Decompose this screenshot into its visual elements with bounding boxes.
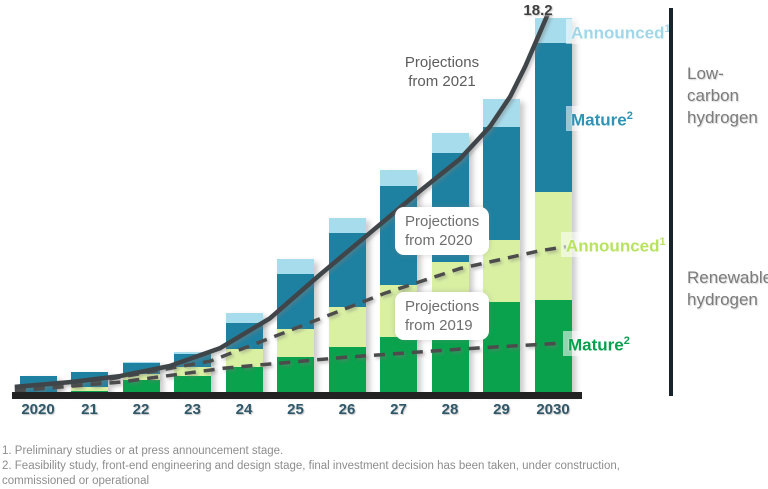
annotation-projections-2021-line2: from 2021 [408, 73, 476, 90]
legend-label-announced-renewable: Announced1 [561, 232, 671, 257]
bar-26-mature-renewable [328, 347, 366, 393]
bar-2020-mature-lowcarbon [19, 376, 57, 392]
bar-26 [328, 218, 366, 393]
bar-29-announced-lowcarbon [483, 99, 520, 127]
x-tick-21: 21 [81, 401, 98, 418]
bar-21-mature-lowcarbon [71, 372, 108, 387]
bar-24-mature-lowcarbon [225, 322, 263, 350]
x-tick-2030: 2030 [536, 401, 570, 418]
bar-2020 [19, 376, 57, 393]
footnote-2: 2. Feasibility study, front-end engineer… [2, 460, 620, 472]
bar-25-announced-lowcarbon [277, 259, 314, 274]
x-tick-26: 26 [338, 401, 356, 418]
bar-26-announced-lowcarbon [328, 218, 366, 234]
bar-23-mature-lowcarbon [174, 354, 211, 367]
bar-26-announced-renewable [328, 307, 366, 347]
x-tick-27: 27 [390, 401, 407, 418]
legend-label-announced-lowcarbon: Announced1 [566, 19, 676, 44]
annotation-projections-2019-line2: from 2019 [405, 317, 473, 334]
x-tick-28: 28 [441, 401, 459, 418]
legend-label-mature-lowcarbon: Mature2 [566, 106, 638, 131]
annotation-projections-2021-line1: Projections [404, 54, 480, 71]
footnotes: 1. Preliminary studies or at press annou… [2, 444, 702, 489]
group-label-low-carbon-hydrogen: Low- carbon hydrogen [683, 62, 762, 130]
bar-25 [277, 259, 314, 393]
footnote-1: 1. Preliminary studies or at press annou… [2, 445, 284, 457]
legend-mature-renewable-sup: 2 [623, 335, 630, 347]
legend-announced-lowcarbon-text: Announced [571, 23, 665, 43]
bar-27-mature-renewable [380, 336, 417, 393]
group-renewable-line1: Renewable [687, 268, 768, 287]
x-tick-25: 25 [287, 401, 304, 418]
bar-24 [225, 312, 263, 393]
x-tick-24: 24 [235, 401, 253, 418]
annotation-projections-2020-line1: Projections [405, 213, 480, 230]
legend-announced-renewable-text: Announced [566, 236, 660, 256]
bar-24-mature-renewable [225, 366, 263, 393]
bar-26-mature-lowcarbon [328, 233, 366, 308]
bar-22 [122, 361, 160, 393]
bar-24-announced-renewable [225, 349, 263, 367]
legend-mature-lowcarbon-text: Mature [571, 110, 627, 130]
x-axis-line [12, 392, 582, 399]
legend-mature-renewable-text: Mature [568, 335, 624, 355]
bar-25-announced-renewable [277, 329, 314, 358]
group-label-renewable-hydrogen: Renewable hydrogen [683, 266, 768, 312]
bar-27-announced-lowcarbon [380, 170, 417, 187]
bar-23-announced-renewable [174, 366, 211, 377]
legend-announced-renewable-sup: 1 [659, 236, 666, 248]
group-low-carbon-line1: Low- [687, 64, 724, 83]
bar-27 [380, 170, 417, 393]
bar-25-mature-lowcarbon [277, 273, 314, 330]
bar-22-mature-lowcarbon [122, 362, 160, 375]
group-low-carbon-line2: carbon [687, 86, 739, 105]
group-renewable-line2: hydrogen [687, 290, 758, 309]
annotation-projections-2019-line1: Projections [405, 298, 480, 315]
bar-23-mature-renewable [174, 376, 211, 393]
footnote-2-continued: commissioned or operational [2, 475, 150, 487]
bar-28 [431, 132, 469, 393]
annotation-projections-2021: Projections from 2021 [396, 53, 488, 91]
group-low-carbon-line3: hydrogen [687, 108, 758, 127]
bar-28-announced-lowcarbon [431, 132, 469, 153]
bar-25-mature-renewable [277, 357, 314, 393]
annotation-projections-2020-line2: from 2020 [405, 232, 473, 249]
bar-29-announced-renewable [483, 240, 520, 303]
bar-21 [71, 372, 108, 393]
bar-23 [174, 352, 211, 393]
bar-24-announced-lowcarbon [225, 312, 263, 323]
annotation-projections-2019: Projections from 2019 [395, 292, 490, 340]
x-tick-22: 22 [132, 401, 150, 418]
x-tick-29: 29 [493, 401, 510, 418]
x-tick-2020: 2020 [21, 401, 55, 418]
x-tick-23: 23 [184, 401, 201, 418]
annotation-projections-2020: Projections from 2020 [395, 207, 490, 255]
peak-value-label: 18.2 [523, 2, 553, 19]
legend-mature-lowcarbon-sup: 2 [626, 110, 633, 122]
legend-announced-lowcarbon-sup: 1 [664, 23, 671, 35]
group-bracket-line [669, 8, 673, 396]
legend-label-mature-renewable: Mature2 [563, 331, 635, 356]
